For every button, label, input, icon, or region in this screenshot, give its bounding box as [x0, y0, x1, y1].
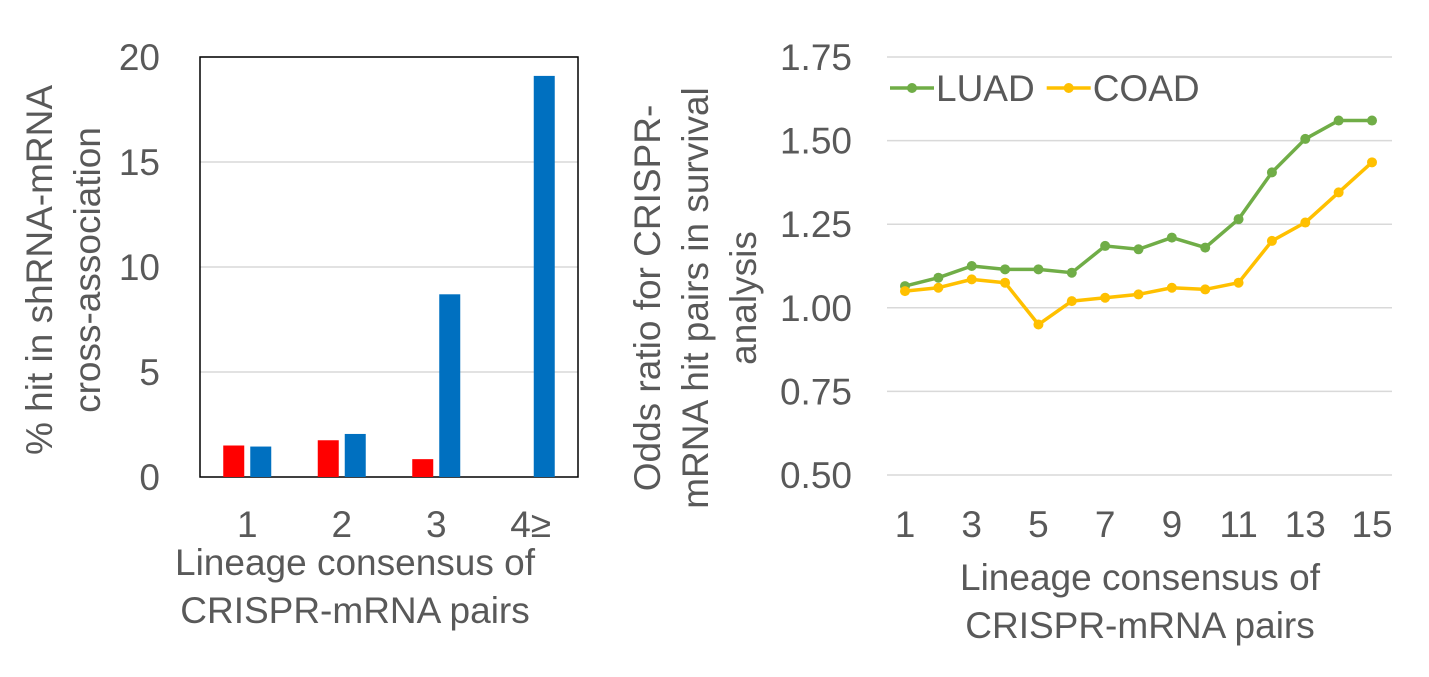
- legend-marker: [907, 83, 917, 93]
- bar: [223, 445, 245, 477]
- x-tick-label: 1: [237, 504, 258, 545]
- bar: [412, 459, 434, 477]
- data-point: [1166, 282, 1177, 293]
- bar: [439, 294, 461, 477]
- bar: [344, 433, 366, 477]
- y-axis-title: cross-association: [67, 127, 108, 413]
- y-axis-title: analysis: [723, 231, 764, 365]
- data-point: [1200, 242, 1211, 253]
- y-tick-label: 10: [119, 247, 160, 288]
- bar: [533, 75, 555, 478]
- data-point: [1000, 277, 1011, 288]
- data-point: [1066, 296, 1077, 307]
- data-point: [1300, 217, 1311, 228]
- x-tick-label: 4≥: [510, 504, 551, 545]
- x-tick-label: 13: [1285, 504, 1326, 545]
- data-point: [1333, 115, 1344, 126]
- bar-chart: 0 5 10 15 20 1 2 3 4≥Lineage consensus of CRISPR-…: [19, 37, 579, 631]
- legend-marker: [1063, 83, 1074, 93]
- x-tick-label: 3: [961, 504, 982, 545]
- y-tick-label: 1.50: [780, 121, 852, 162]
- data-point: [1266, 167, 1277, 178]
- legend-label: COAD: [1093, 68, 1200, 109]
- x-tick-label: 9: [1162, 504, 1183, 545]
- data-point: [966, 274, 977, 285]
- x-tick-label: 15: [1351, 504, 1392, 545]
- data-point: [1233, 277, 1244, 288]
- x-axis-title: Lineage consensus of: [175, 542, 536, 583]
- data-point: [900, 286, 910, 297]
- data-point: [1066, 267, 1077, 278]
- plot-frame: [199, 56, 579, 478]
- data-point: [1300, 133, 1311, 144]
- data-point: [1133, 289, 1144, 300]
- y-axis-title: % hit in shRNA-mRNA: [19, 85, 60, 455]
- data-point: [1000, 264, 1011, 275]
- data-point: [1367, 157, 1377, 168]
- y-tick-label: 5: [139, 352, 160, 393]
- y-axis-title: Odds ratio for CRISPR-: [627, 105, 668, 492]
- data-point: [1333, 187, 1344, 198]
- data-point: [933, 282, 944, 293]
- x-tick-label: 2: [331, 504, 352, 545]
- data-point: [1100, 292, 1111, 303]
- y-tick-label: 1.25: [780, 204, 852, 245]
- data-point: [1166, 232, 1177, 243]
- x-tick-label: 7: [1095, 504, 1116, 545]
- y-tick-label: 1.75: [780, 37, 852, 78]
- data-point: [966, 261, 977, 271]
- x-tick-label: 5: [1028, 504, 1049, 545]
- data-point: [1233, 214, 1244, 225]
- data-point: [1133, 244, 1144, 255]
- bar: [317, 440, 339, 477]
- y-tick-label: 1.00: [780, 288, 852, 329]
- series-line: [904, 161, 1374, 327]
- data-point: [933, 272, 944, 283]
- x-tick-label: 1: [895, 504, 916, 545]
- series-line: [904, 118, 1372, 288]
- y-tick-label: 0: [139, 457, 160, 498]
- x-axis-title: CRISPR-mRNA pairs: [965, 605, 1315, 646]
- data-point: [1266, 235, 1277, 246]
- y-tick-label: 0.50: [780, 455, 852, 496]
- data-point: [1367, 115, 1377, 126]
- data-point: [1200, 284, 1211, 295]
- y-axis-title: mRNA hit pairs in survival: [675, 87, 716, 509]
- x-axis-title: Lineage consensus of: [960, 557, 1321, 598]
- x-tick-label: 3: [426, 504, 447, 545]
- y-tick-label: 0.75: [780, 371, 852, 412]
- data-point: [1100, 240, 1111, 251]
- legend-label: LUAD: [936, 68, 1035, 109]
- bar: [250, 446, 272, 477]
- data-point: [1033, 264, 1044, 275]
- data-point: [1033, 319, 1044, 330]
- x-axis-title: CRISPR-mRNA pairs: [180, 590, 530, 631]
- x-tick-label: 11: [1219, 504, 1257, 545]
- y-tick-label: 15: [119, 142, 160, 183]
- y-tick-label: 20: [119, 37, 160, 78]
